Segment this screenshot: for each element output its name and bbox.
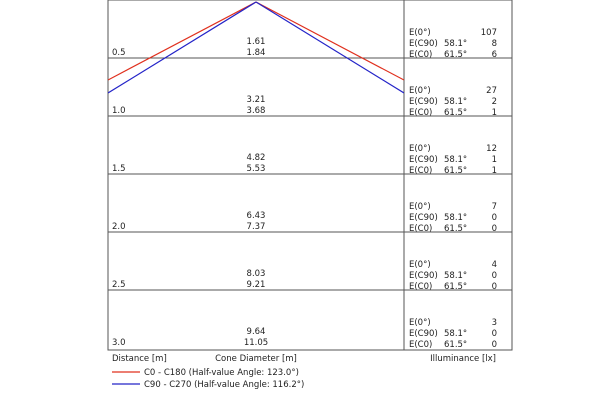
distance-value: 1.0 — [112, 106, 126, 116]
cone-diameter-c90: 3.68 — [247, 106, 266, 116]
cone-diameter-c0: 3.21 — [247, 95, 266, 105]
header-distance: Distance [m] — [112, 354, 167, 364]
cone-diameter-c90: 1.84 — [247, 48, 266, 58]
header-illuminance: Illuminance [lx] — [430, 354, 496, 364]
cone-c90-right-line — [255, 1, 404, 94]
angle-c90: 58.1° — [444, 155, 467, 165]
label-ec90: E(C90) — [409, 39, 438, 49]
legend-label-c0: C0 - C180 (Half-value Angle: 123.0°) — [144, 368, 299, 378]
label-ec0: E(C0) — [409, 108, 432, 118]
illuminance-e0: 12 — [486, 144, 497, 154]
illuminance-ec90: 2 — [492, 97, 497, 107]
cone-diameter-c0: 9.64 — [247, 327, 266, 337]
angle-c0: 61.5° — [444, 282, 467, 292]
cone-diameter-c90: 9.21 — [247, 280, 266, 290]
distance-value: 2.0 — [112, 222, 126, 232]
cone-c0-left-line — [108, 1, 257, 81]
illuminance-ec0: 1 — [492, 166, 497, 176]
illuminance-ec0: 0 — [492, 282, 497, 292]
angle-c0: 61.5° — [444, 108, 467, 118]
illuminance-e0: 3 — [492, 318, 497, 328]
angle-c0: 61.5° — [444, 50, 467, 60]
illuminance-e0: 7 — [492, 202, 497, 212]
illuminance-ec0: 6 — [492, 50, 497, 60]
cone-diameter-c0: 1.61 — [247, 37, 266, 47]
label-ec0: E(C0) — [409, 282, 432, 292]
distance-value: 3.0 — [112, 338, 126, 348]
distance-value: 2.5 — [112, 280, 126, 290]
cone-diameter-c90: 7.37 — [247, 222, 266, 232]
cone-lines — [108, 1, 404, 94]
cone-c0-right-line — [255, 1, 404, 81]
illuminance-ec0: 0 — [492, 224, 497, 234]
label-ec90: E(C90) — [409, 97, 438, 107]
diagram-frame — [107, 0, 513, 351]
angle-c90: 58.1° — [444, 329, 467, 339]
illuminance-ec90: 0 — [492, 271, 497, 281]
angle-c90: 58.1° — [444, 39, 467, 49]
illuminance-ec0: 1 — [492, 108, 497, 118]
label-ec90: E(C90) — [409, 155, 438, 165]
distance-value: 0.5 — [112, 48, 126, 58]
cone-diameter-c90: 11.05 — [244, 338, 268, 348]
label-ec90: E(C90) — [409, 213, 438, 223]
angle-c0: 61.5° — [444, 166, 467, 176]
illuminance-ec90: 0 — [492, 213, 497, 223]
label-e0: E(0°) — [409, 318, 431, 328]
illuminance-ec0: 0 — [492, 340, 497, 350]
label-ec90: E(C90) — [409, 271, 438, 281]
label-e0: E(0°) — [409, 202, 431, 212]
header-cone-diameter: Cone Diameter [m] — [215, 354, 297, 364]
label-ec0: E(C0) — [409, 340, 432, 350]
distance-value: 1.5 — [112, 164, 126, 174]
illuminance-e0: 107 — [481, 28, 497, 38]
label-e0: E(0°) — [409, 260, 431, 270]
label-e0: E(0°) — [409, 28, 431, 38]
label-ec0: E(C0) — [409, 166, 432, 176]
angle-c90: 58.1° — [444, 97, 467, 107]
label-ec0: E(C0) — [409, 50, 432, 60]
illuminance-ec90: 8 — [492, 39, 497, 49]
illuminance-ec90: 1 — [492, 155, 497, 165]
illuminance-ec90: 0 — [492, 329, 497, 339]
label-ec0: E(C0) — [409, 224, 432, 234]
legend-label-c90: C90 - C270 (Half-value Angle: 116.2°) — [144, 380, 304, 390]
cone-c90-left-line — [108, 1, 257, 94]
legend: C0 - C180 (Half-value Angle: 123.0°) C90… — [112, 368, 304, 390]
illuminance-e0: 4 — [492, 260, 497, 270]
cone-diameter-c0: 6.43 — [247, 211, 266, 221]
angle-c0: 61.5° — [444, 224, 467, 234]
cone-diameter-c0: 4.82 — [247, 153, 266, 163]
angle-c90: 58.1° — [444, 271, 467, 281]
label-e0: E(0°) — [409, 144, 431, 154]
illuminance-e0: 27 — [486, 86, 497, 96]
label-ec90: E(C90) — [409, 329, 438, 339]
cone-diameter-c90: 5.53 — [247, 164, 266, 174]
angle-c0: 61.5° — [444, 340, 467, 350]
angle-c90: 58.1° — [444, 213, 467, 223]
label-e0: E(0°) — [409, 86, 431, 96]
cone-diameter-c0: 8.03 — [247, 269, 266, 279]
